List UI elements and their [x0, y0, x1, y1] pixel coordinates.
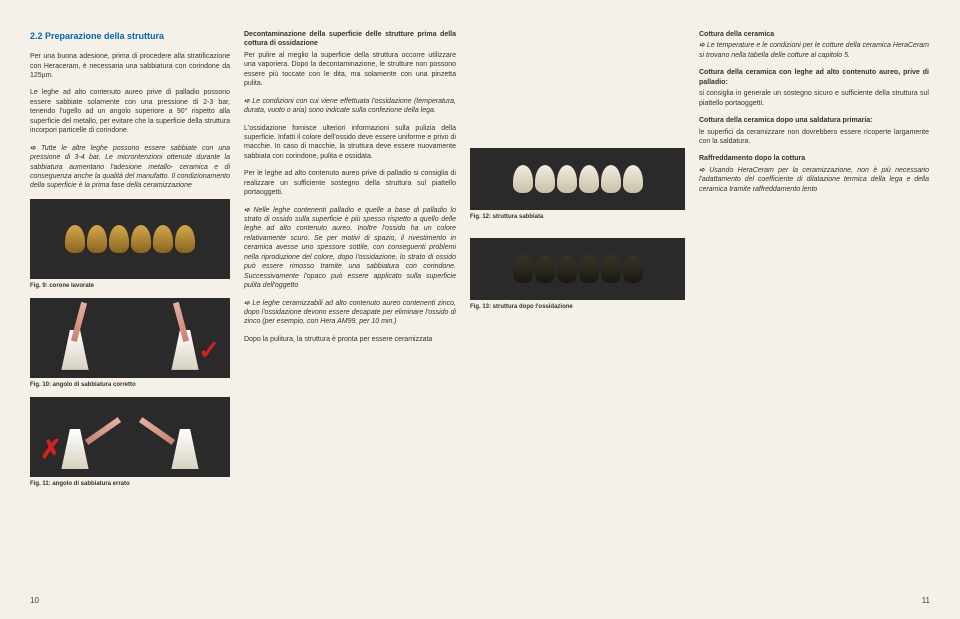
- column-3: Fig. 12: struttura sabbiata Fig. 13: str…: [470, 30, 685, 494]
- figure-13: Fig. 13: struttura dopo l'ossidazione: [470, 238, 685, 300]
- column-1: 2.2 Preparazione della struttura Per una…: [30, 30, 230, 494]
- figure-11: ✗ Fig. 11: angolo di sabbiatura errato: [30, 397, 230, 488]
- para: Per pulire al meglio la superficie della…: [244, 51, 456, 89]
- para: Le leghe ad alto contenuto aureo prive d…: [30, 88, 230, 135]
- tip-para: Le condizioni con cui viene effettuata l…: [244, 97, 456, 116]
- cross-icon: ✗: [40, 432, 62, 467]
- para: si consiglia in generale un sostegno sic…: [699, 89, 929, 108]
- column-2: Decontaminazione della superficie delle …: [244, 30, 456, 494]
- figure-13-image: [470, 238, 685, 300]
- figure-10-caption: Fig. 10: angolo di sabbiatura corretto: [30, 381, 230, 389]
- figure-11-caption: Fig. 11: angolo di sabbiatura errato: [30, 480, 230, 488]
- tip-para: Usando HeraCeram per la ceramizzazione, …: [699, 166, 929, 194]
- subhead: Cottura della ceramica dopo una saldatur…: [699, 116, 929, 125]
- para: le superfici da ceramizzare non dovrebbe…: [699, 128, 929, 147]
- tip-para: Le temperature e le condizioni per le co…: [699, 41, 929, 60]
- section-title: 2.2 Preparazione della struttura: [30, 30, 230, 42]
- tip-para: Nelle leghe contenenti palladio e quelle…: [244, 206, 456, 291]
- figure-9-image: [30, 199, 230, 279]
- column-4: Cottura della ceramica Le temperature e …: [699, 30, 929, 494]
- subhead: Decontaminazione della superficie delle …: [244, 30, 456, 49]
- para: Per le leghe ad alto contenuto aureo pri…: [244, 169, 456, 197]
- figure-10: ✓ Fig. 10: angolo di sabbiatura corretto: [30, 298, 230, 389]
- figure-12-image: [470, 148, 685, 210]
- tip-para: Tutte le altre leghe possono essere sabb…: [30, 144, 230, 191]
- figure-11-image: ✗: [30, 397, 230, 477]
- para: Per una buona adesione, prima di procede…: [30, 52, 230, 80]
- para: L'ossidazione fornisce ulteriori informa…: [244, 124, 456, 162]
- figure-12-caption: Fig. 12: struttura sabbiata: [470, 213, 685, 221]
- subhead: Cottura della ceramica: [699, 30, 929, 39]
- figure-13-caption: Fig. 13: struttura dopo l'ossidazione: [470, 303, 685, 311]
- page-columns: 2.2 Preparazione della struttura Per una…: [30, 30, 930, 494]
- figure-12: Fig. 12: struttura sabbiata: [470, 148, 685, 210]
- figure-9-caption: Fig. 9: corone lavorate: [30, 282, 230, 290]
- page-number-right: 11: [922, 596, 930, 607]
- figure-10-image: ✓: [30, 298, 230, 378]
- subhead: Cottura della ceramica con leghe ad alto…: [699, 68, 929, 87]
- check-icon: ✓: [198, 333, 220, 368]
- page-number-left: 10: [30, 596, 39, 607]
- tip-para: Le leghe ceramizzabili ad alto contenuto…: [244, 299, 456, 327]
- figure-9: Fig. 9: corone lavorate: [30, 199, 230, 290]
- para: Dopo la pulitura, la struttura è pronta …: [244, 335, 456, 344]
- subhead: Raffreddamento dopo la cottura: [699, 154, 929, 163]
